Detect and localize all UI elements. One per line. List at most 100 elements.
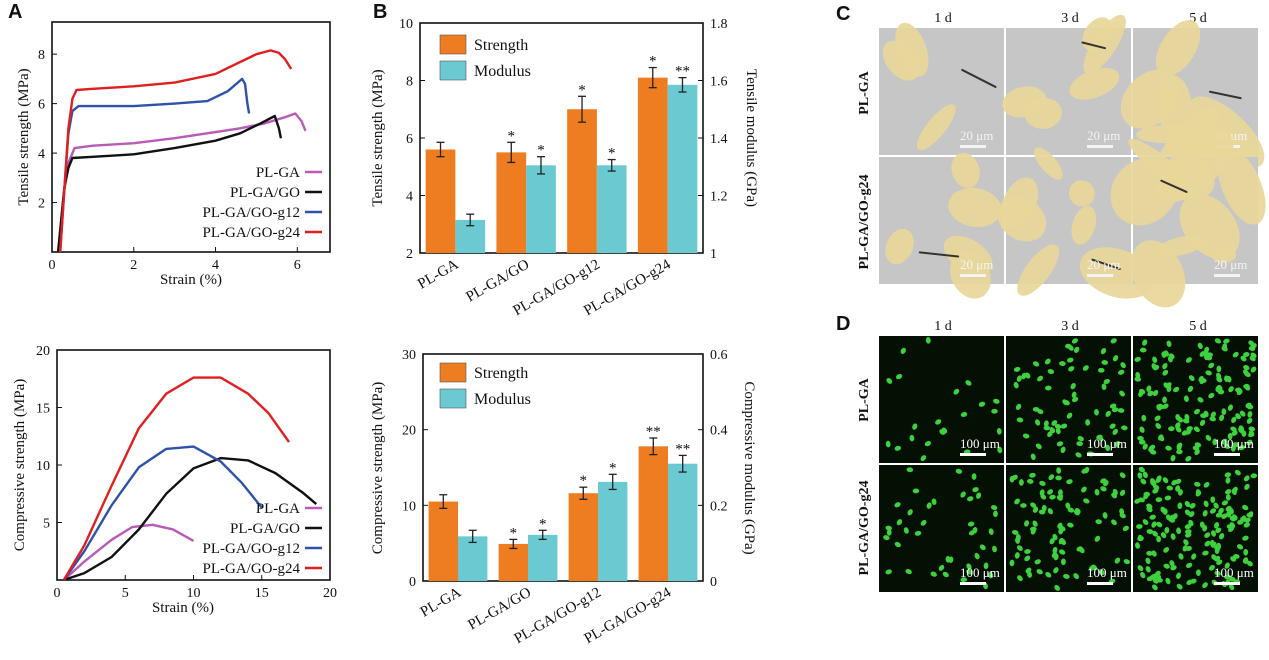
stained-nucleus — [1066, 412, 1073, 419]
y-tick-label: 15 — [36, 402, 50, 417]
stained-nucleus — [1182, 545, 1188, 552]
stained-nucleus — [1073, 573, 1079, 580]
graphene-fiber — [961, 68, 997, 88]
stained-nucleus — [1229, 508, 1234, 515]
stained-nucleus — [1202, 582, 1208, 589]
stained-nucleus — [1061, 558, 1066, 566]
stained-nucleus — [1214, 338, 1222, 344]
stained-nucleus — [1224, 574, 1231, 580]
stained-nucleus — [1082, 365, 1089, 371]
stained-nucleus — [1231, 416, 1237, 423]
stained-nucleus — [1199, 377, 1205, 385]
cell-spread — [1002, 86, 1047, 118]
scale-bar-label: 100 μm — [1214, 436, 1254, 451]
stained-nucleus — [1199, 521, 1205, 529]
stained-nucleus — [1111, 407, 1119, 413]
stained-nucleus — [1074, 346, 1080, 353]
stained-nucleus — [1250, 352, 1257, 359]
stained-nucleus — [1149, 514, 1156, 520]
stained-nucleus — [1225, 489, 1232, 495]
stained-nucleus — [1232, 486, 1238, 493]
stained-nucleus — [1111, 492, 1117, 499]
stained-nucleus — [1227, 432, 1233, 440]
stained-nucleus — [912, 423, 918, 430]
stained-nucleus — [1029, 472, 1036, 478]
stained-nucleus — [1095, 519, 1102, 525]
stained-nucleus — [1138, 466, 1145, 473]
stained-nucleus — [1224, 375, 1229, 382]
stained-nucleus — [1160, 532, 1167, 539]
stained-nucleus — [1146, 576, 1154, 582]
significance-mark: * — [649, 54, 657, 70]
stained-nucleus — [1081, 486, 1087, 493]
x-tick-label: 15 — [255, 586, 269, 601]
stained-nucleus — [960, 577, 968, 583]
stained-nucleus — [1142, 443, 1148, 450]
stained-nucleus — [996, 428, 1002, 435]
stained-nucleus — [1175, 426, 1182, 433]
y-tick-label: 10 — [36, 459, 50, 474]
stained-nucleus — [1121, 425, 1128, 431]
stained-nucleus — [1103, 480, 1109, 487]
legend-label-pl-ga-go: PL-GA/GO — [230, 521, 300, 537]
stained-nucleus — [1202, 550, 1209, 556]
stained-nucleus — [894, 445, 902, 451]
stained-nucleus — [1049, 538, 1055, 545]
stained-nucleus — [1036, 569, 1043, 575]
stained-nucleus — [1083, 498, 1090, 504]
stained-nucleus — [1024, 372, 1031, 379]
stained-nucleus — [1035, 419, 1041, 426]
right-tick-label: 1.4 — [710, 132, 728, 147]
fluor-tile-pl-ga-1-d: 100 μm — [879, 336, 1004, 463]
stained-nucleus — [1081, 468, 1088, 474]
stained-nucleus — [971, 473, 977, 480]
plot-frame — [51, 21, 331, 253]
legend-label-pl-ga-go-g24: PL-GA/GO-g24 — [203, 225, 301, 241]
stained-nucleus — [1162, 403, 1169, 409]
cell-spread — [1179, 194, 1240, 259]
stained-nucleus — [1250, 473, 1258, 479]
stained-nucleus — [1100, 486, 1107, 492]
stained-nucleus — [1137, 472, 1143, 479]
stained-nucleus — [1112, 428, 1118, 435]
stained-nucleus — [1154, 415, 1161, 422]
scale-bar-label: 100 μm — [1087, 436, 1127, 451]
legend-swatch-strength — [439, 34, 467, 55]
stained-nucleus — [1231, 445, 1236, 452]
stained-nucleus — [1145, 557, 1151, 565]
plot-frame — [422, 353, 704, 582]
stained-nucleus — [1232, 351, 1239, 358]
stained-nucleus — [1137, 565, 1144, 572]
significance-mark: * — [578, 82, 586, 98]
stained-nucleus — [991, 408, 998, 414]
stained-nucleus — [1178, 489, 1183, 496]
significance-mark: * — [537, 143, 545, 159]
stained-nucleus — [1020, 503, 1027, 508]
stained-nucleus — [1184, 500, 1191, 508]
stained-nucleus — [1244, 483, 1250, 490]
stained-nucleus — [886, 378, 893, 384]
scale-bar — [1214, 453, 1240, 456]
x-tick-label: 0 — [49, 258, 56, 273]
graphene-fiber — [1081, 41, 1107, 50]
scale-bar — [960, 582, 986, 585]
stained-nucleus — [1067, 507, 1075, 513]
stained-nucleus — [1135, 542, 1140, 549]
bar-strength-pl-ga-go — [498, 543, 528, 581]
stained-nucleus — [1238, 426, 1244, 434]
stained-nucleus — [1156, 404, 1162, 411]
y-tick-label: 6 — [38, 98, 45, 113]
stained-nucleus — [1009, 475, 1015, 483]
stained-nucleus — [1243, 475, 1250, 482]
cell-spread — [1157, 75, 1192, 139]
stained-nucleus — [1213, 502, 1219, 509]
stained-nucleus — [1162, 396, 1167, 404]
stained-nucleus — [1155, 422, 1162, 429]
row-label-pl-ga-go-g24: PL-GA/GO-g24 — [857, 175, 872, 270]
x-tick-label: 0 — [54, 586, 61, 601]
panel-label-a: A — [8, 1, 22, 23]
stained-nucleus — [1221, 438, 1228, 445]
stained-nucleus — [1239, 410, 1246, 417]
stained-nucleus — [1163, 547, 1170, 553]
x-tick-label: 4 — [212, 258, 219, 273]
